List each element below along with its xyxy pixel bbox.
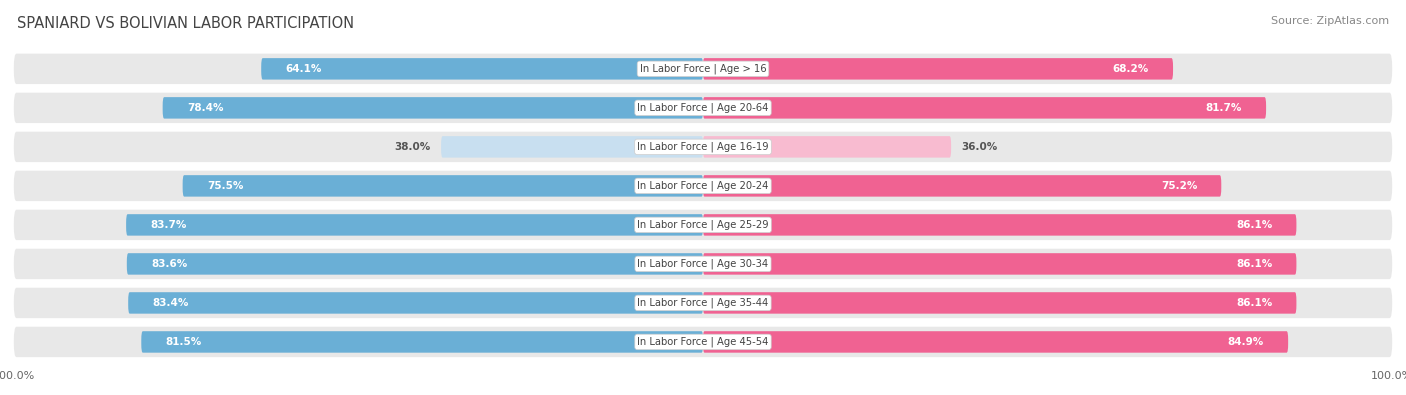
FancyBboxPatch shape bbox=[127, 214, 703, 236]
FancyBboxPatch shape bbox=[703, 97, 1265, 118]
FancyBboxPatch shape bbox=[127, 253, 703, 275]
Text: In Labor Force | Age 20-24: In Labor Force | Age 20-24 bbox=[637, 181, 769, 191]
FancyBboxPatch shape bbox=[262, 58, 703, 79]
Text: 86.1%: 86.1% bbox=[1236, 298, 1272, 308]
Text: In Labor Force | Age 45-54: In Labor Force | Age 45-54 bbox=[637, 337, 769, 347]
FancyBboxPatch shape bbox=[703, 136, 950, 158]
Text: 83.4%: 83.4% bbox=[152, 298, 188, 308]
Text: 75.2%: 75.2% bbox=[1161, 181, 1197, 191]
FancyBboxPatch shape bbox=[14, 132, 1392, 162]
FancyBboxPatch shape bbox=[14, 54, 1392, 84]
Text: 75.5%: 75.5% bbox=[207, 181, 243, 191]
Text: In Labor Force | Age 20-64: In Labor Force | Age 20-64 bbox=[637, 103, 769, 113]
Text: 81.7%: 81.7% bbox=[1205, 103, 1241, 113]
Text: 78.4%: 78.4% bbox=[187, 103, 224, 113]
FancyBboxPatch shape bbox=[128, 292, 703, 314]
FancyBboxPatch shape bbox=[703, 331, 1288, 353]
FancyBboxPatch shape bbox=[703, 253, 1296, 275]
FancyBboxPatch shape bbox=[14, 210, 1392, 240]
Text: In Labor Force | Age 35-44: In Labor Force | Age 35-44 bbox=[637, 298, 769, 308]
Text: SPANIARD VS BOLIVIAN LABOR PARTICIPATION: SPANIARD VS BOLIVIAN LABOR PARTICIPATION bbox=[17, 16, 354, 31]
FancyBboxPatch shape bbox=[141, 331, 703, 353]
Text: 81.5%: 81.5% bbox=[166, 337, 201, 347]
FancyBboxPatch shape bbox=[703, 292, 1296, 314]
FancyBboxPatch shape bbox=[14, 327, 1392, 357]
FancyBboxPatch shape bbox=[703, 214, 1296, 236]
Text: In Labor Force | Age > 16: In Labor Force | Age > 16 bbox=[640, 64, 766, 74]
FancyBboxPatch shape bbox=[183, 175, 703, 197]
Text: 86.1%: 86.1% bbox=[1236, 220, 1272, 230]
Text: 38.0%: 38.0% bbox=[395, 142, 430, 152]
FancyBboxPatch shape bbox=[703, 175, 1222, 197]
FancyBboxPatch shape bbox=[14, 93, 1392, 123]
FancyBboxPatch shape bbox=[163, 97, 703, 118]
Text: In Labor Force | Age 25-29: In Labor Force | Age 25-29 bbox=[637, 220, 769, 230]
Text: 36.0%: 36.0% bbox=[962, 142, 998, 152]
FancyBboxPatch shape bbox=[441, 136, 703, 158]
Text: 86.1%: 86.1% bbox=[1236, 259, 1272, 269]
Text: In Labor Force | Age 30-34: In Labor Force | Age 30-34 bbox=[637, 259, 769, 269]
FancyBboxPatch shape bbox=[14, 171, 1392, 201]
FancyBboxPatch shape bbox=[14, 249, 1392, 279]
FancyBboxPatch shape bbox=[14, 288, 1392, 318]
Text: 64.1%: 64.1% bbox=[285, 64, 322, 74]
Text: 83.6%: 83.6% bbox=[150, 259, 187, 269]
Text: 84.9%: 84.9% bbox=[1227, 337, 1264, 347]
Text: Source: ZipAtlas.com: Source: ZipAtlas.com bbox=[1271, 16, 1389, 26]
Text: In Labor Force | Age 16-19: In Labor Force | Age 16-19 bbox=[637, 142, 769, 152]
FancyBboxPatch shape bbox=[703, 58, 1173, 79]
Text: 68.2%: 68.2% bbox=[1112, 64, 1149, 74]
Text: 83.7%: 83.7% bbox=[150, 220, 187, 230]
